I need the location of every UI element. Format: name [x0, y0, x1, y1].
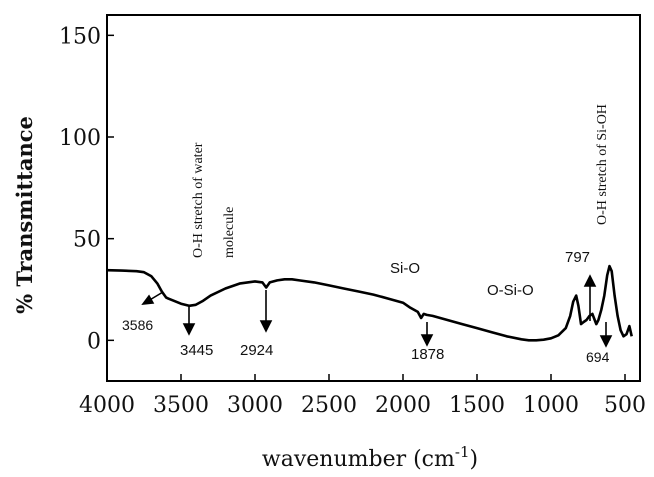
arrowhead-3586 [141, 294, 155, 305]
x-tick-label-3000: 3000 [227, 393, 283, 418]
x-axis-ticks: 4000 3500 3000 2500 2000 1500 1000 500 [79, 374, 646, 418]
annotation-694: 694 [586, 349, 610, 365]
annotation-oh-sioh: O-H stretch of Si-OH [595, 104, 610, 225]
x-tick-label-2500: 2500 [301, 393, 357, 418]
x-axis-title-sup: -1 [455, 443, 470, 461]
x-tick-label-3500: 3500 [153, 393, 209, 418]
arrowhead-1878 [420, 334, 434, 347]
annotation-3586: 3586 [122, 317, 153, 333]
annotation-oh-water-line2: molecule [222, 207, 237, 258]
arrowhead-2924 [259, 320, 273, 333]
x-tick-label-2000: 2000 [375, 393, 431, 418]
spectrum-line [106, 264, 633, 342]
annotation-oh-water-line1: O-H stretch of water [191, 142, 206, 258]
x-tick-label-1500: 1500 [449, 393, 505, 418]
arrowhead-694 [599, 335, 613, 348]
x-tick-label-500: 500 [604, 393, 646, 418]
annotation-o-si-o: O-Si-O [487, 282, 534, 299]
x-axis-title-close: ) [470, 447, 479, 472]
annotation-si-o: Si-O [390, 260, 420, 277]
y-axis-title: % Transmittance [12, 116, 37, 314]
y-axis-ticks: 0 50 100 150 [59, 24, 114, 354]
plot-frame [106, 14, 641, 382]
arrowhead-797 [583, 274, 597, 287]
annotation-797: 797 [565, 249, 590, 266]
y-tick-label-150: 150 [59, 24, 101, 49]
x-axis-title: wavenumber (cm-1) [262, 443, 478, 472]
annotation-3445: 3445 [180, 342, 213, 359]
annotation-arrows [141, 274, 613, 348]
x-tick-label-4000: 4000 [79, 393, 135, 418]
arrowhead-3445 [182, 323, 196, 336]
y-tick-label-0: 0 [87, 329, 101, 354]
annotation-1878: 1878 [411, 346, 444, 363]
annotation-2924: 2924 [240, 342, 273, 359]
x-axis-title-main: wavenumber (cm [262, 447, 455, 472]
x-tick-label-1000: 1000 [523, 393, 579, 418]
y-tick-label-50: 50 [73, 228, 101, 253]
y-tick-label-100: 100 [59, 126, 101, 151]
